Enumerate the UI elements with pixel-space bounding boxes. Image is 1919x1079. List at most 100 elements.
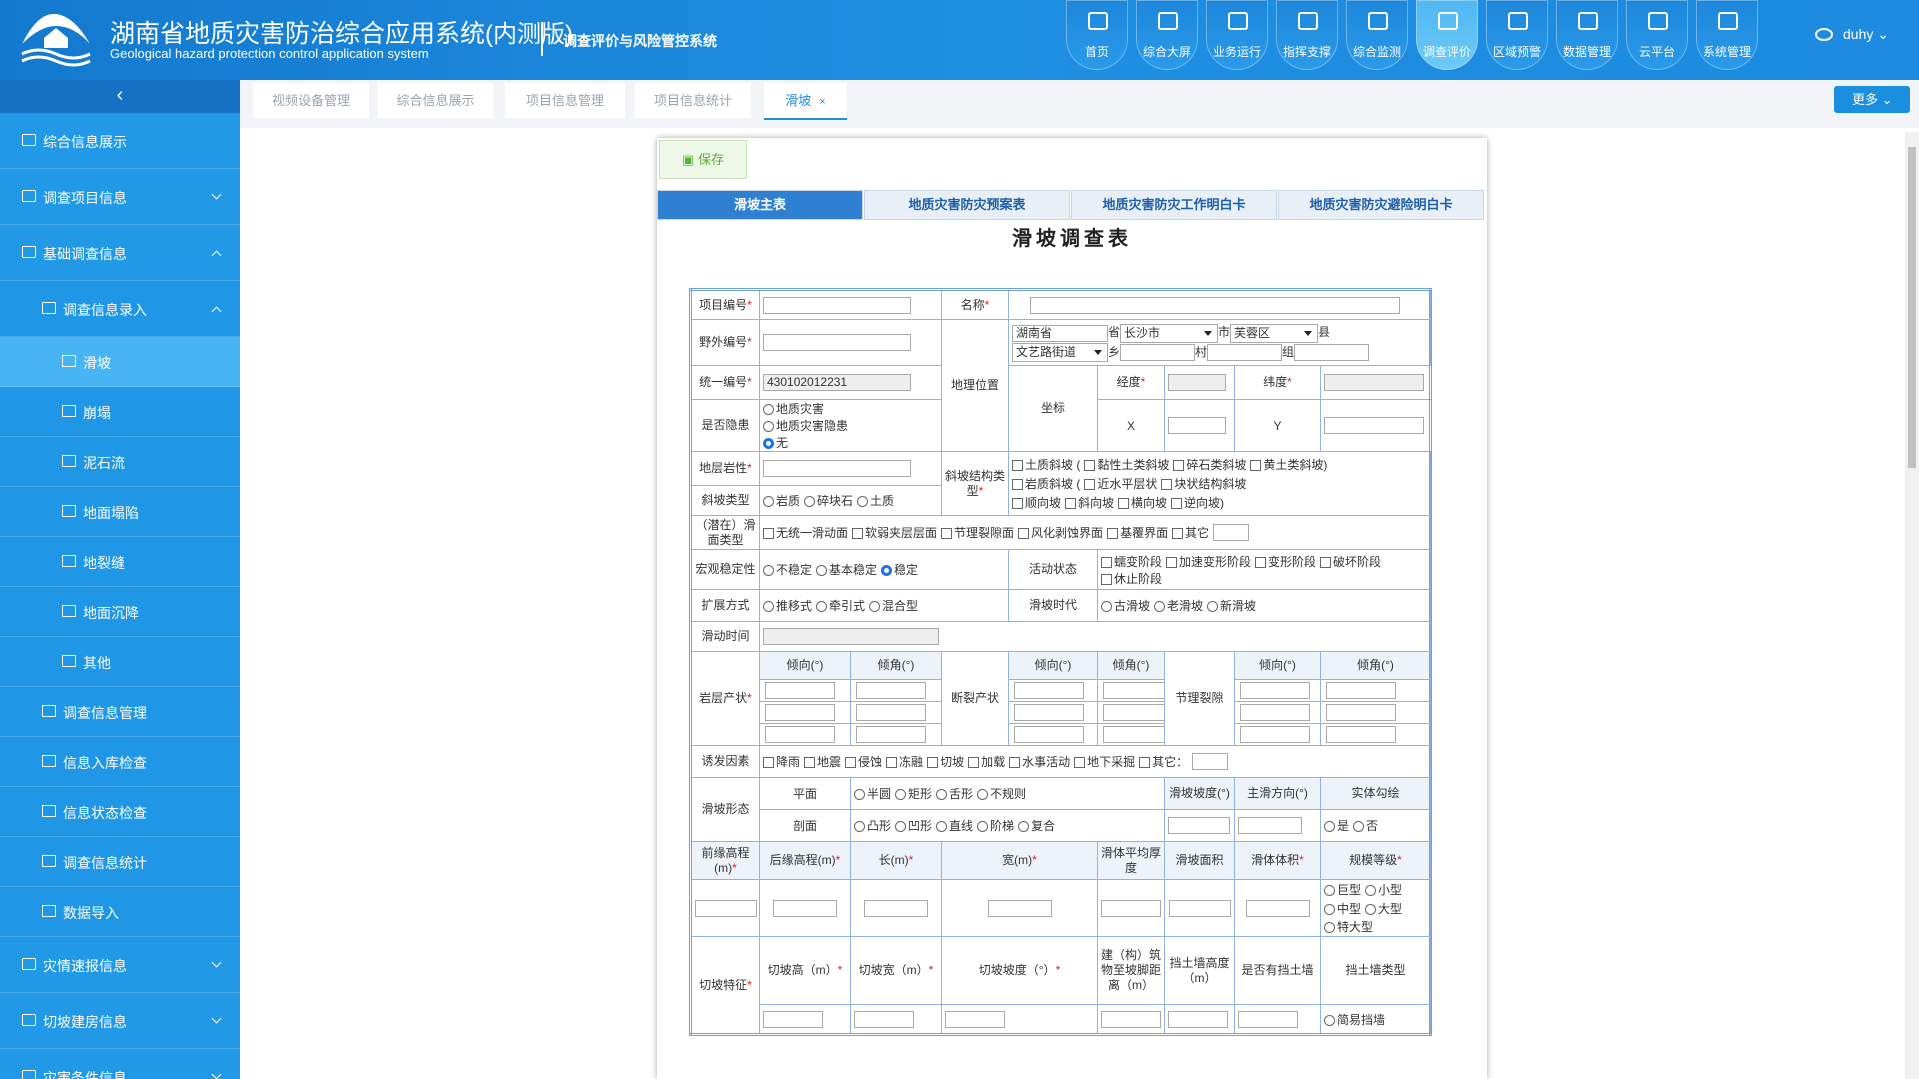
checkbox[interactable]: 切坡 [927,753,964,770]
input[interactable] [763,1010,823,1028]
tab[interactable]: 综合信息展示 [378,83,493,118]
nav-button[interactable]: 系统管理 [1696,0,1758,70]
option-box[interactable] [804,496,816,507]
sidebar-item[interactable]: 泥石流 [0,437,240,487]
tab-close[interactable]: × [819,96,826,108]
input[interactable] [1014,726,1084,743]
radio[interactable]: 稳定 [881,561,918,578]
option-box[interactable] [1118,497,1130,509]
select[interactable]: 长沙市 [1120,323,1219,343]
option-box[interactable] [1161,478,1173,490]
option-box[interactable] [1255,556,1267,568]
input[interactable] [1207,343,1283,361]
option-box[interactable] [763,438,774,449]
option-box[interactable] [1018,528,1030,539]
input[interactable] [1192,753,1229,770]
checkbox[interactable]: 加速变形阶段 [1166,553,1251,570]
sidebar-item[interactable]: 数据导入 [0,887,240,937]
input[interactable] [1168,899,1231,917]
option-box[interactable] [895,821,907,832]
sidebar-item[interactable]: 灾害条件信息 [0,1049,240,1079]
nav-button[interactable]: 调查评价 [1416,0,1478,70]
option-box[interactable] [1101,573,1112,585]
checkbox[interactable]: 块状结构斜坡 [1161,475,1246,493]
option-box[interactable] [1173,460,1185,472]
radio[interactable]: 老滑坡 [1154,597,1203,614]
input[interactable] [1326,682,1396,699]
option-box[interactable] [1324,922,1335,934]
checkbox[interactable]: 逆向坡) [1171,494,1224,512]
sidebar-item[interactable]: 调查信息统计 [0,837,240,887]
checkbox[interactable]: 其它： [1139,753,1188,770]
radio[interactable]: 凸形 [854,817,891,834]
radio[interactable]: 古滑坡 [1101,597,1150,614]
sidebar-item[interactable]: 调查信息录入 [0,281,240,337]
radio[interactable]: 半圆 [854,785,891,802]
option-box[interactable] [763,565,774,576]
input[interactable] [1103,726,1164,743]
radio[interactable]: 小型 [1365,881,1402,899]
option-box[interactable] [941,528,953,539]
input[interactable] [773,899,837,917]
option-box[interactable] [845,757,857,768]
input[interactable] [765,704,835,721]
checkbox[interactable]: 顺向坡 [1012,494,1061,512]
sidebar-item[interactable]: 滑坡 [0,337,240,387]
select[interactable]: 文艺路街道 [1012,342,1108,362]
radio[interactable]: 不规则 [977,785,1026,802]
checkbox[interactable]: 其它 [1172,524,1209,541]
input[interactable] [1240,682,1310,699]
sidebar-item[interactable]: 其他 [0,637,240,687]
sidebar-item[interactable]: 综合信息展示 [0,113,240,169]
nav-button[interactable]: 综合监测 [1346,0,1408,70]
radio[interactable]: 无 [763,434,934,451]
option-box[interactable] [1365,884,1377,896]
option-box[interactable] [854,789,865,800]
sidebar-item[interactable]: 调查信息管理 [0,687,240,737]
user[interactable]: duhy ⌄ [1843,26,1889,42]
radio[interactable]: 推移式 [763,597,812,614]
input[interactable] [856,726,926,743]
option-box[interactable] [1171,497,1183,509]
option-box[interactable] [886,757,898,768]
checkbox[interactable]: 岩质斜坡 ( [1012,475,1080,493]
checkbox[interactable]: 无统一滑动面 [763,524,848,541]
input[interactable] [987,899,1052,917]
sidebar-item[interactable]: 调查项目信息 [0,169,240,225]
input[interactable] [1101,899,1161,917]
input[interactable] [1103,704,1164,721]
more-button[interactable]: 更多 ⌄ [1834,86,1910,113]
option-box[interactable] [854,821,865,832]
option-box[interactable] [1324,903,1335,915]
option-box[interactable] [1012,478,1023,490]
option-box[interactable] [927,757,939,768]
input[interactable] [763,334,911,351]
option-box[interactable] [816,601,828,612]
radio[interactable]: 牵引式 [816,597,865,614]
input[interactable] [763,460,911,477]
radio[interactable]: 阶梯 [977,817,1014,834]
option-box[interactable] [1074,757,1086,768]
form-tab[interactable]: 滑坡主表 [657,190,863,220]
option-box[interactable] [1324,884,1335,896]
radio[interactable]: 岩质 [763,492,800,509]
radio[interactable]: 复合 [1018,817,1055,834]
nav-button[interactable]: 业务运行 [1206,0,1268,70]
option-box[interactable] [968,757,980,768]
radio[interactable]: 不稳定 [763,561,812,578]
checkbox[interactable]: 碎石类斜坡 [1173,456,1246,474]
input[interactable] [1245,899,1310,917]
radio[interactable]: 地质灾害隐患 [763,417,934,434]
option-box[interactable] [1139,757,1151,768]
input[interactable] [1326,726,1396,743]
option-box[interactable] [1166,556,1178,568]
option-box[interactable] [816,565,828,576]
option-box[interactable] [1012,460,1023,472]
tab[interactable]: 项目信息管理 [505,83,625,118]
radio[interactable]: 凹形 [895,817,932,834]
option-box[interactable] [1207,601,1219,612]
input[interactable] [1238,817,1302,834]
sidebar-item[interactable]: 崩塌 [0,387,240,437]
sidebar-item[interactable]: 信息入库检查 [0,737,240,787]
save-button[interactable]: ▣ 保存 [659,140,747,179]
